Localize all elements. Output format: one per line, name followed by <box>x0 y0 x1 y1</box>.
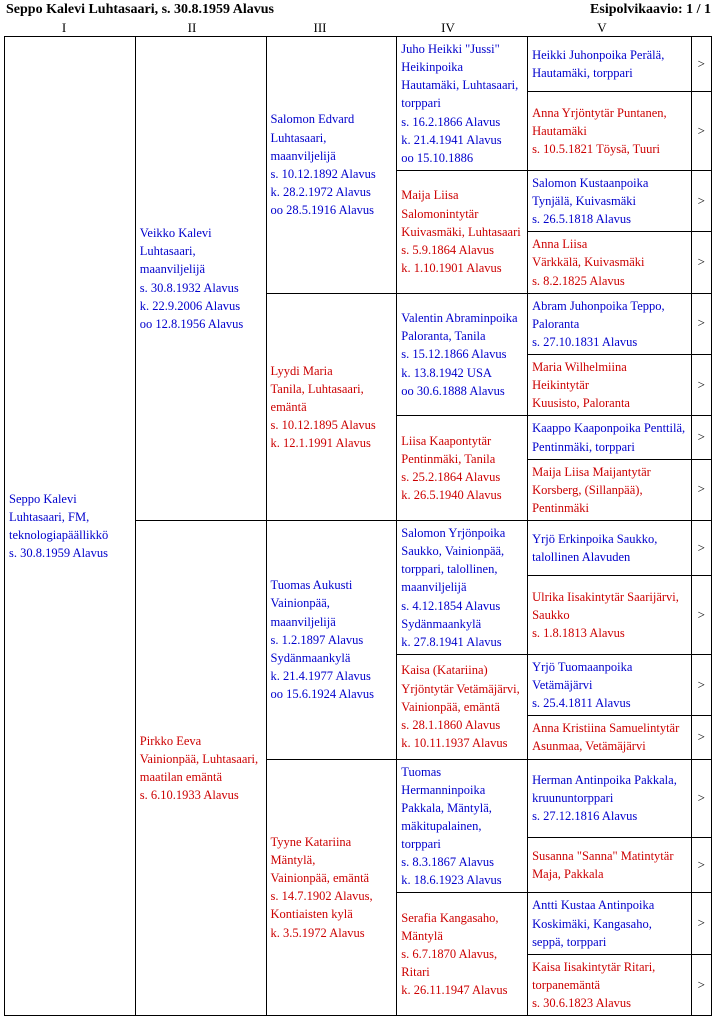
roman-5: V <box>512 20 692 36</box>
gen1-person: Seppo Kalevi Luhtasaari, FM, teknologiap… <box>5 37 136 1016</box>
gen5-11: Anna Kristiina Samuelintytär Asunmaa, Ve… <box>528 716 691 759</box>
arrow[interactable]: > <box>691 954 711 1015</box>
arrow[interactable]: > <box>691 416 711 459</box>
ancestor-table: Seppo Kalevi Luhtasaari, FM, teknologiap… <box>4 36 712 1016</box>
gen3-b: Lyydi MariaTanila, Luhtasaari, emäntäs. … <box>266 293 397 520</box>
gen2-father: Veikko Kalevi Luhtasaari, maanviljelijäs… <box>135 37 266 521</box>
gen5-8: Yrjö Erkinpoika Saukko, talollinen Alavu… <box>528 521 691 576</box>
gen5-7: Maija Liisa Maijantytär Korsberg, (Silla… <box>528 459 691 520</box>
gen5-4: Abram Juhonpoika Teppo, Palorantas. 27.1… <box>528 293 691 354</box>
roman-4: IV <box>384 20 512 36</box>
gen3-c: Tuomas Aukusti Vainionpää, maanviljelijä… <box>266 521 397 760</box>
arrow[interactable]: > <box>691 170 711 231</box>
roman-3: III <box>256 20 384 36</box>
arrow[interactable]: > <box>691 37 711 92</box>
gen5-5: Maria Wilhelmiina HeikintytärKuusisto, P… <box>528 355 691 416</box>
gen4-d: Liisa Kaapontytär Pentinmäki, Tanilas. 2… <box>397 416 528 521</box>
gen2-mother: Pirkko Eeva Vainionpää, Luhtasaari, maat… <box>135 521 266 1016</box>
arrow[interactable]: > <box>691 759 711 838</box>
gen4-h: Serafia Kangasaho, Mäntyläs. 6.7.1870 Al… <box>397 893 528 1016</box>
roman-2: II <box>128 20 256 36</box>
arrow[interactable]: > <box>691 838 711 893</box>
page-title: Seppo Kalevi Luhtasaari, s. 30.8.1959 Al… <box>6 2 274 18</box>
gen5-9: Ulrika Iisakintytär Saarijärvi, Saukkos.… <box>528 576 691 655</box>
arrow[interactable]: > <box>691 654 711 715</box>
gen4-f: Kaisa (Katariina) Yrjöntytär Vetämäjärvi… <box>397 654 528 759</box>
arrow[interactable]: > <box>691 232 711 293</box>
gen3-a: Salomon Edvard Luhtasaari, maanviljelijä… <box>266 37 397 294</box>
gen4-c: Valentin Abraminpoika Paloranta, Tanilas… <box>397 293 528 416</box>
gen5-14: Antti Kustaa Antinpoika Koskimäki, Kanga… <box>528 893 691 954</box>
generation-labels: I II III IV V <box>0 20 717 36</box>
arrow[interactable]: > <box>691 293 711 354</box>
gen5-10: Yrjö Tuomaanpoika Vetämäjärvis. 25.4.181… <box>528 654 691 715</box>
gen5-13: Susanna "Sanna" MatintytärMaja, Pakkala <box>528 838 691 893</box>
arrow[interactable]: > <box>691 355 711 416</box>
gen5-0: Heikki Juhonpoika Perälä, Hautamäki, tor… <box>528 37 691 92</box>
arrow[interactable]: > <box>691 893 711 954</box>
gen5-1: Anna Yrjöntytär Puntanen, Hautamäkis. 10… <box>528 92 691 171</box>
gen5-2: Salomon Kustaanpoika Tynjälä, Kuivasmäki… <box>528 170 691 231</box>
arrow[interactable]: > <box>691 521 711 576</box>
gen3-d: Tyyne Katariina Mäntylä, Vainionpää, emä… <box>266 759 397 1016</box>
gen4-b: Maija Liisa Salomonintytär Kuivasmäki, L… <box>397 170 528 293</box>
gen4-g: Tuomas Hermanninpoika Pakkala, Mäntylä, … <box>397 759 528 893</box>
arrow[interactable]: > <box>691 92 711 171</box>
gen5-12: Herman Antinpoika Pakkala, kruununtorppa… <box>528 759 691 838</box>
page-indicator: Esipolvikaavio: 1 / 1 <box>590 2 711 18</box>
gen4-a: Juho Heikki "Jussi" Heikinpoika Hautamäk… <box>397 37 528 171</box>
gen5-15: Kaisa Iisakintytär Ritari, torpanemäntäs… <box>528 954 691 1015</box>
arrow[interactable]: > <box>691 716 711 759</box>
gen5-6: Kaappo Kaaponpoika Penttilä, Pentinmäki,… <box>528 416 691 459</box>
arrow[interactable]: > <box>691 459 711 520</box>
arrow[interactable]: > <box>691 576 711 655</box>
gen4-e: Salomon Yrjönpoika Saukko, Vainionpää, t… <box>397 521 528 655</box>
roman-1: I <box>0 20 128 36</box>
gen5-3: Anna LiisaVärkkälä, Kuivasmäkis. 8.2.182… <box>528 232 691 293</box>
